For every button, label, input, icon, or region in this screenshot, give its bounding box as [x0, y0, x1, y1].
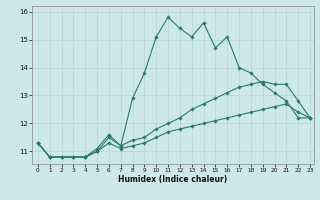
X-axis label: Humidex (Indice chaleur): Humidex (Indice chaleur)	[118, 175, 228, 184]
